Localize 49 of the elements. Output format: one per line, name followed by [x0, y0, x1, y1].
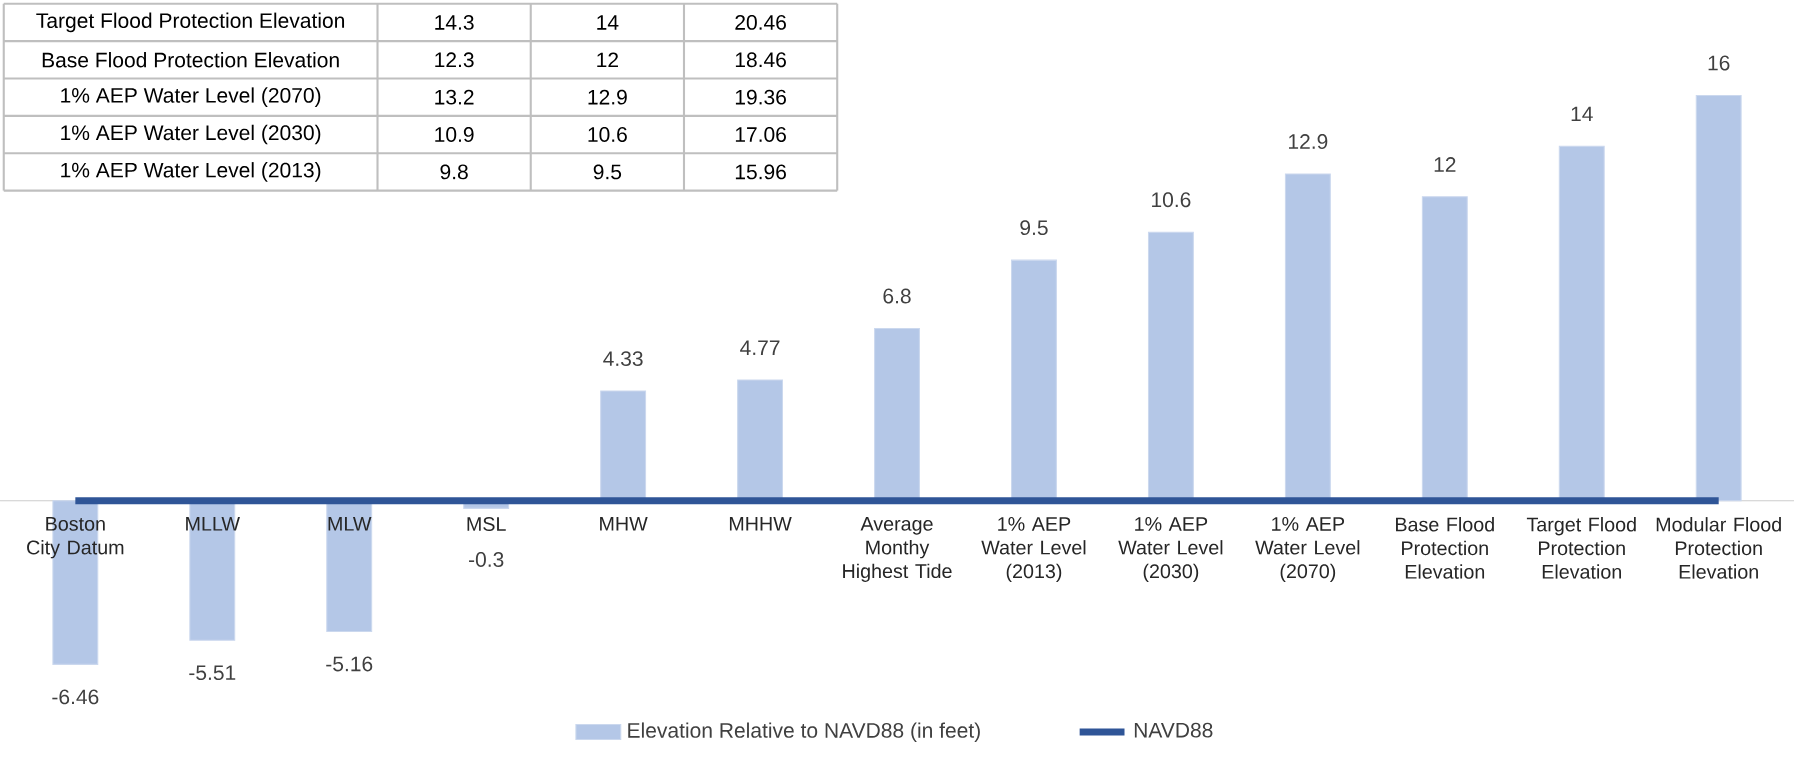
data-label: 14	[1571, 106, 1593, 122]
text: Base Flood Protection Elevation	[42, 52, 339, 68]
x-tick-label: 1% AEP Water Level (2070)	[1255, 517, 1360, 583]
data-label: -5.51	[189, 665, 236, 681]
x-tick-label: Average Monthy Highest Tide	[843, 517, 952, 582]
annotation: 19.36	[735, 89, 786, 105]
annotation: 10.6	[588, 127, 627, 142]
text: Target Flood Protection Elevation	[36, 12, 345, 33]
data-label: 12	[1434, 157, 1456, 172]
legend-label: Elevation Relative to NAVD88 (in feet)	[628, 722, 980, 743]
annotation: 15.96	[735, 164, 786, 180]
x-tick-label: MLW	[328, 517, 372, 531]
x-tick-label: MLLW	[186, 517, 240, 531]
x-tick-label: MHW	[600, 517, 648, 531]
data-label: 16	[1708, 55, 1730, 71]
data-label: -6.46	[52, 689, 99, 705]
data-label: 10.6	[1152, 192, 1191, 208]
annotation: 1% AEP Water Level (2070)	[61, 87, 321, 107]
text: 14	[597, 15, 619, 30]
text: 12	[597, 52, 618, 68]
data-label: 4.77	[740, 340, 780, 355]
text: 14.3	[435, 14, 474, 30]
annotation: 10.9	[435, 127, 474, 142]
annotation: 9.5	[593, 164, 622, 180]
data-label: 12.9	[1289, 134, 1328, 149]
annotation: 9.8	[440, 164, 468, 180]
data-label: -0.3	[469, 552, 504, 567]
x-tick-label: MHHW	[729, 517, 792, 531]
text: 20.46	[735, 14, 786, 30]
x-tick-label: Target Flood Protection Elevation	[1526, 517, 1636, 579]
annotation: 1% AEP Water Level (2030)	[61, 124, 321, 145]
x-tick-label: Base Flood Protection Elevation	[1396, 517, 1494, 579]
data-label: 4.33	[603, 351, 643, 367]
data-label: 6.8	[883, 288, 911, 304]
x-tick-label: Modular Flood Protection Elevation	[1656, 517, 1781, 579]
x-tick-label: 1% AEP Water Level (2013)	[981, 517, 1086, 583]
text: 18.46	[735, 52, 786, 68]
annotation: 13.2	[435, 89, 474, 105]
x-tick-label: Boston City Datum	[27, 517, 124, 559]
bar	[1695, 94, 1742, 502]
data-label: -5.16	[326, 656, 373, 672]
annotation: 12.9	[588, 89, 627, 105]
annotation: 17.06	[735, 127, 786, 142]
x-tick-label: MSL	[467, 517, 506, 532]
text: 12.3	[435, 52, 474, 68]
x-tick-label: 1% AEP Water Level (2030)	[1118, 517, 1223, 583]
annotation: 1% AEP Water Level (2013)	[61, 162, 321, 182]
legend-label: NAVD88	[1134, 722, 1213, 738]
data-label: 9.5	[1020, 220, 1048, 236]
